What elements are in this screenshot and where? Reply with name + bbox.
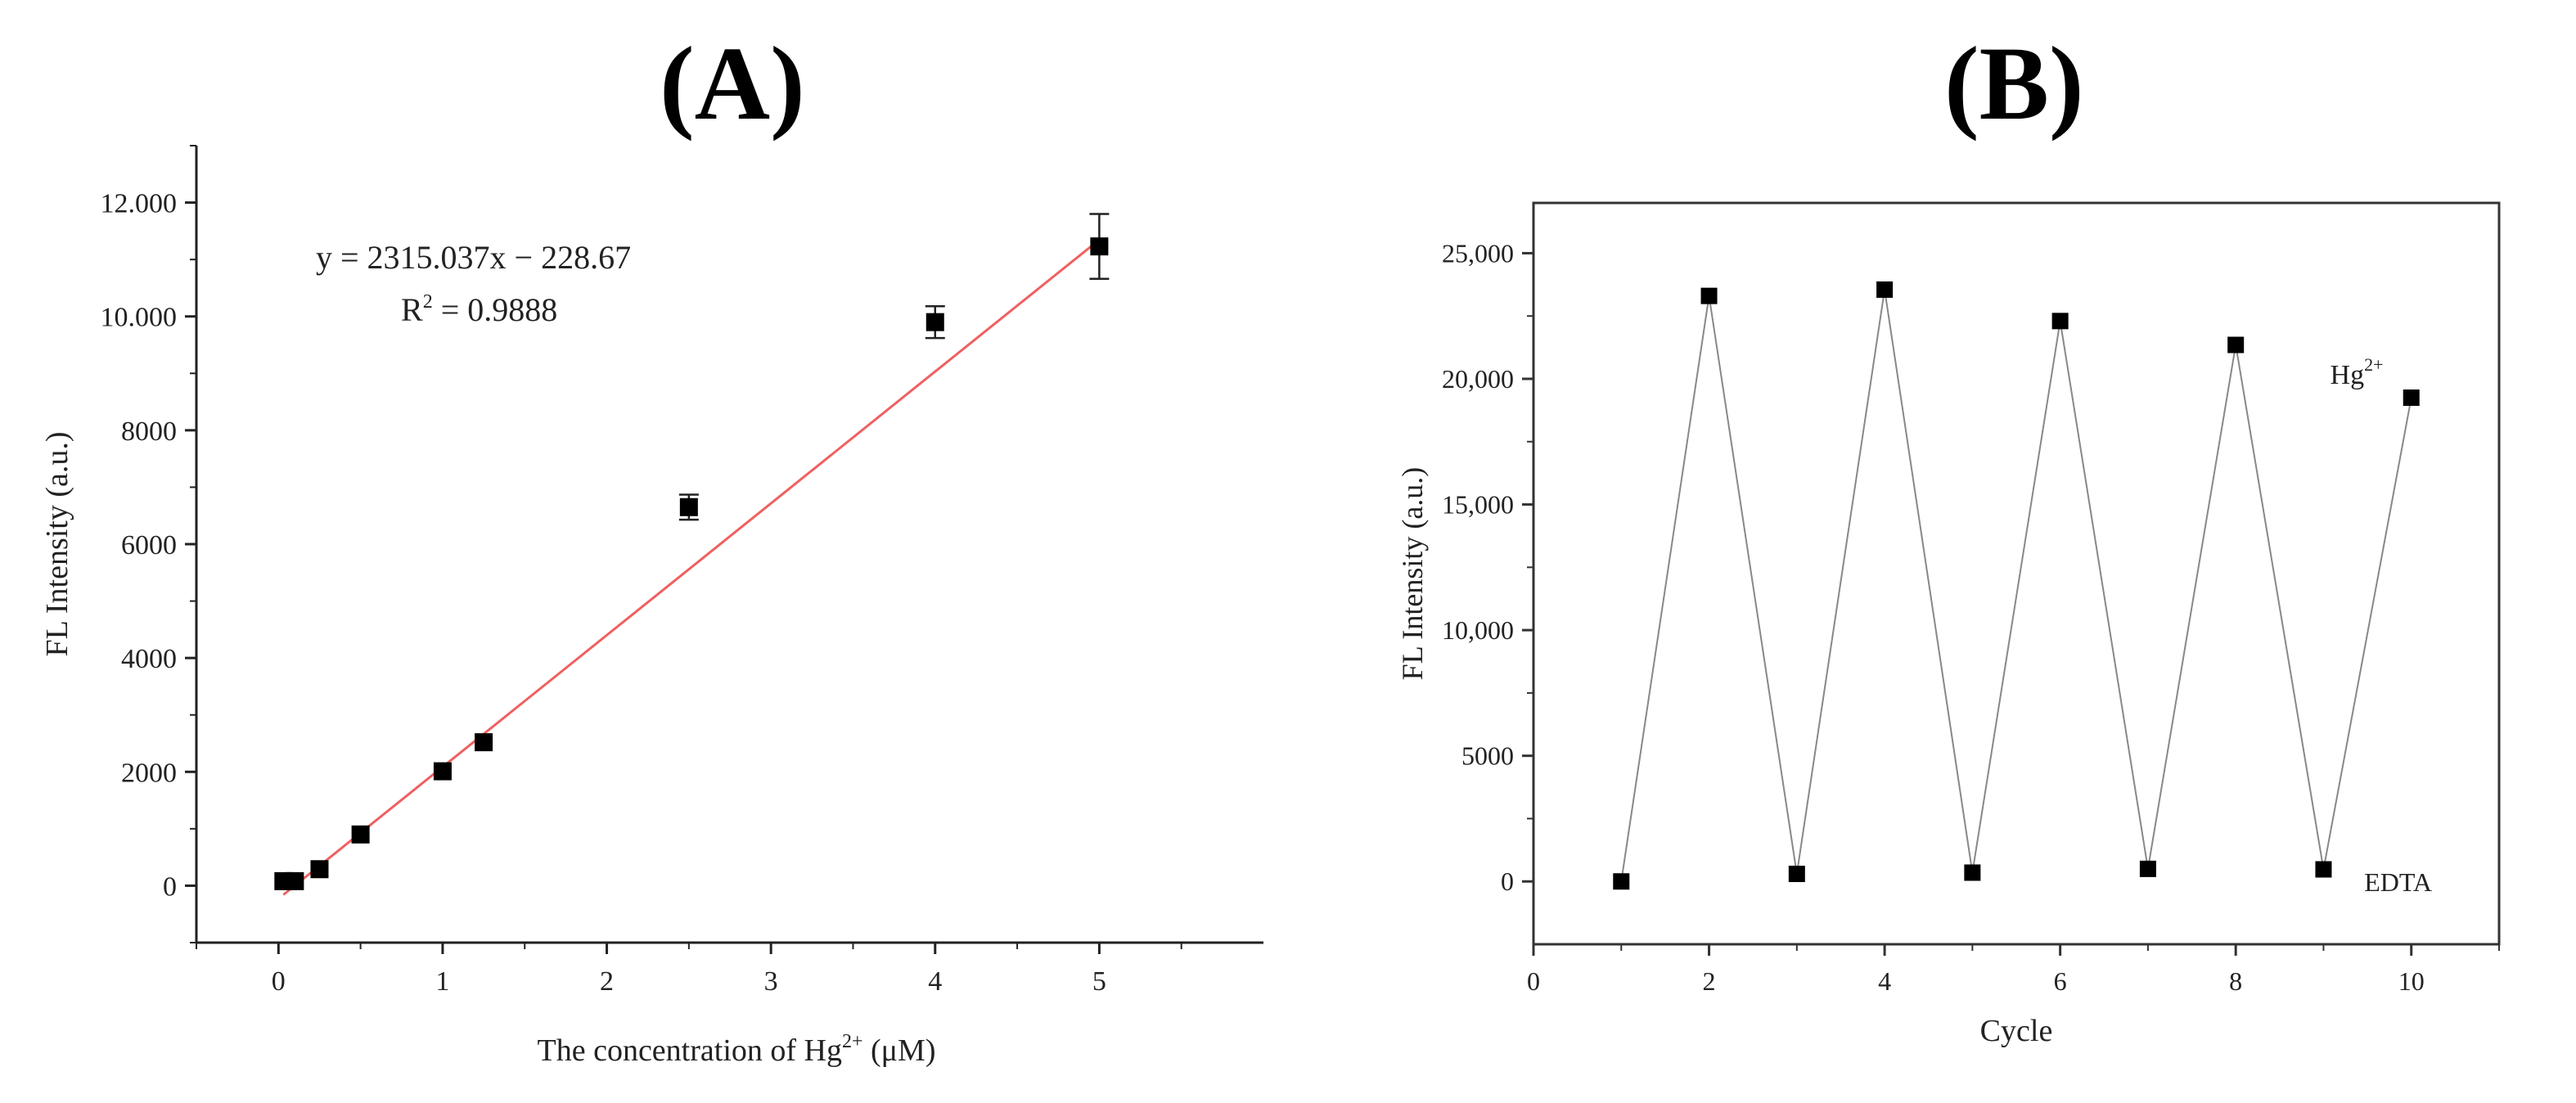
b-x-tick-label: 0 (1527, 966, 1540, 996)
b-x-axis-label: Cycle (1980, 1014, 2053, 1048)
a-x-tick-label: 3 (764, 966, 778, 997)
b-data-point (1613, 873, 1630, 890)
a-y-tick-label: 12.000 (101, 189, 178, 219)
b-data-point (1700, 287, 1718, 304)
b-x-tick-label: 10 (2398, 966, 2425, 996)
b-data-point (2403, 389, 2420, 407)
b-y-tick-label: 20,000 (1442, 364, 1514, 394)
b-x-tick-label: 6 (2054, 966, 2067, 996)
a-x-tick-label: 1 (435, 966, 449, 997)
b-annotation-edta: EDTA (2364, 867, 2432, 897)
a-data-point (475, 733, 493, 752)
panel-a-label: (A) (660, 25, 805, 142)
a-x-tick-label: 0 (272, 966, 286, 997)
b-x-tick-label: 4 (1878, 966, 1891, 996)
a-fit-line (282, 238, 1101, 896)
b-data-point (2051, 313, 2069, 330)
a-x-tick-label: 5 (1092, 966, 1106, 997)
a-data-point (679, 497, 698, 516)
b-data-point (2315, 861, 2332, 878)
a-equation: y = 2315.037x − 228.67 (316, 239, 631, 276)
b-data-point (1876, 281, 1894, 298)
a-y-axis-label: FL Intensity (a.u.) (40, 431, 74, 656)
b-annotation-hg: Hg2+ (2331, 354, 2384, 390)
a-data-point (433, 762, 452, 781)
b-data-point (2227, 336, 2245, 353)
a-data-point (286, 871, 304, 890)
b-y-tick-label: 5000 (1461, 741, 1514, 771)
b-y-axis-label: FL Intensity (a.u.) (1396, 467, 1429, 681)
a-data-point (1090, 237, 1109, 256)
a-data-point (925, 313, 944, 331)
b-y-tick-label: 10,000 (1442, 615, 1514, 645)
a-y-tick-label: 10.000 (101, 303, 178, 333)
a-data-point (351, 825, 370, 844)
a-data-point (310, 860, 329, 879)
b-y-tick-label: 25,000 (1442, 238, 1514, 268)
b-x-tick-label: 8 (2229, 966, 2242, 996)
a-x-tick-label: 2 (600, 966, 614, 997)
panel-b-label: (B) (1944, 25, 2084, 142)
a-y-tick-label: 6000 (121, 530, 177, 561)
b-y-tick-label: 15,000 (1442, 490, 1514, 520)
b-series-line (1620, 289, 2412, 882)
a-y-tick-label: 0 (163, 871, 177, 902)
b-data-point (2139, 860, 2156, 877)
a-y-tick-label: 2000 (121, 758, 177, 788)
b-data-point (1788, 866, 1805, 883)
a-x-axis-label: The concentration of Hg2+ (μM) (538, 1031, 936, 1068)
b-data-point (1964, 864, 1981, 881)
b-y-tick-label: 0 (1501, 867, 1514, 896)
b-plot-frame (1532, 201, 2501, 946)
a-y-tick-label: 4000 (121, 644, 177, 674)
b-x-tick-label: 2 (1703, 966, 1716, 996)
a-r2-label: R2 = 0.9888 (401, 291, 557, 328)
a-y-tick-label: 8000 (121, 416, 177, 447)
a-x-tick-label: 4 (928, 966, 942, 997)
